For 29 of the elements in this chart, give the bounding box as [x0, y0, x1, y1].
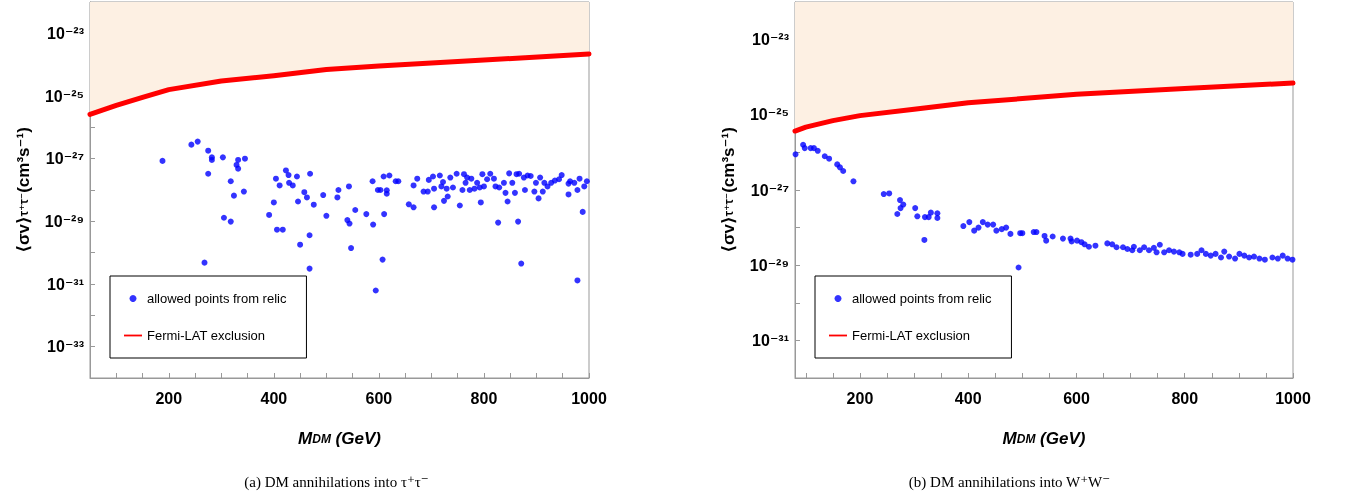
text: (a) DM annihilations into τ⁺τ⁻ — [244, 473, 429, 491]
y-tick-label: 10⁻²⁷ — [45, 150, 84, 168]
x-axis-title: MDM (GeV) — [1002, 429, 1086, 448]
x-tick-label: 200 — [846, 389, 874, 407]
x-axis-title: MDM (GeV) — [298, 429, 382, 448]
x-tick-label: 200 — [155, 389, 183, 407]
y-tick-label: 10⁻³³ — [47, 338, 84, 356]
y-tick-label: 10⁻³¹ — [47, 275, 84, 293]
x-tick-label: 400 — [954, 389, 982, 407]
legend-label: Fermi-LAT exclusion — [852, 328, 970, 343]
legend-label: allowed points from relic — [852, 291, 992, 306]
x-tick-label: 800 — [470, 389, 498, 407]
x-tick-label: 1000 — [571, 389, 607, 407]
y-tick-label: 10⁻²⁹ — [749, 256, 789, 274]
y-tick-label: 10⁻²⁹ — [44, 212, 84, 230]
x-tick-label: 1000 — [1275, 389, 1311, 407]
x-tick-label: 400 — [260, 389, 288, 407]
legend-label: Fermi-LAT exclusion — [147, 328, 265, 343]
y-tick-label: 10⁻²³ — [47, 24, 84, 42]
y-tick-label: 10⁻³¹ — [752, 331, 789, 349]
y-tick-label: 10⁻²⁵ — [44, 87, 84, 105]
y-tick-label: 10⁻²³ — [752, 31, 789, 49]
y-tick-label: 10⁻²⁷ — [750, 181, 789, 199]
legend-label: allowed points from relic — [147, 291, 287, 306]
y-tick-label: 10⁻²⁵ — [749, 106, 789, 124]
x-tick-label: 600 — [365, 389, 393, 407]
x-tick-label: 600 — [1063, 389, 1090, 407]
x-tick-label: 800 — [1171, 389, 1199, 407]
text: (b) DM annihilations into W⁺W⁻ — [908, 473, 1111, 491]
